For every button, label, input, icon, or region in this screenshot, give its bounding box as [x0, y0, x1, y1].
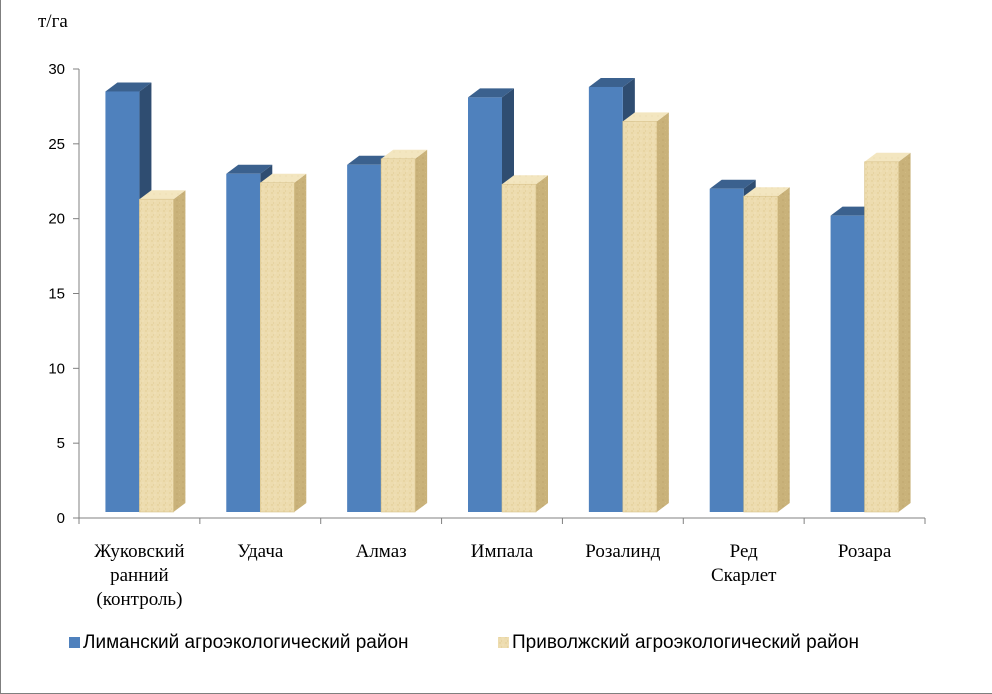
- bar-front-face: [709, 188, 744, 512]
- bar-top-face: [864, 152, 911, 162]
- legend-label: Лиманский агроэкологический район: [83, 632, 409, 653]
- x-category-label: Удача: [237, 541, 284, 562]
- bar: [259, 173, 307, 513]
- x-category-label-line: Ред: [730, 541, 758, 562]
- legend-item: Лиманский агроэкологический район: [69, 632, 409, 653]
- x-category-label: Розалинд: [585, 541, 661, 562]
- legend-item: Приволжский агроэкологический район: [498, 632, 859, 653]
- bar-front-face: [105, 91, 140, 512]
- bar-outline: [864, 161, 899, 513]
- x-category-label-line: Жуковский: [94, 541, 184, 562]
- bar-top-face: [743, 187, 790, 197]
- bar-top-face: [622, 112, 669, 122]
- bar-front-face: [864, 161, 899, 512]
- x-category-label: Розара: [838, 541, 892, 562]
- y-tick-label: 20: [48, 211, 65, 228]
- bar-side-face: [536, 175, 548, 512]
- bar-front-face: [381, 158, 416, 513]
- y-axis-unit-label: т/га: [38, 11, 68, 32]
- x-category-label-line: Импала: [471, 541, 534, 562]
- bar-front-face: [468, 97, 502, 512]
- bar-side-face: [656, 112, 669, 512]
- bar-front-face: [743, 196, 778, 512]
- bar-top-face: [502, 175, 548, 185]
- bar-front-face: [139, 199, 174, 512]
- legend-label: Приволжский агроэкологический район: [512, 632, 859, 653]
- y-tick-label: 0: [57, 510, 65, 527]
- x-category-label-line: Алмаз: [356, 541, 407, 562]
- bar-side-face: [777, 187, 790, 512]
- bar-front-face: [588, 86, 623, 513]
- x-category-label: Жуковский ранний (контроль): [94, 541, 184, 610]
- y-tick-label: 25: [48, 136, 65, 153]
- bars: [105, 77, 911, 513]
- x-category-label-line: Удача: [237, 541, 284, 562]
- category-labels: Жуковский ранний (контроль) Удача Алмаз Импал…: [94, 541, 892, 610]
- bar: [139, 190, 186, 513]
- bar-front-face: [260, 182, 295, 512]
- bar-top-face: [139, 190, 186, 200]
- y-tick-label: 10: [48, 360, 65, 377]
- bar-side-face: [294, 173, 307, 512]
- bar-outline: [743, 195, 779, 513]
- bar: [380, 149, 428, 513]
- bar-outline: [501, 183, 537, 513]
- legend: Лиманский агроэкологический район Приволж…: [69, 632, 859, 653]
- bar-side-face: [415, 149, 428, 513]
- bar-outline: [259, 182, 295, 513]
- bar-outline: [139, 198, 174, 513]
- x-category-label: Ред Скарлет: [711, 541, 777, 586]
- bar-front-face: [502, 184, 536, 512]
- x-category-label-line: (контроль): [96, 589, 182, 610]
- bar-front-face: [830, 215, 865, 512]
- bar: [622, 112, 669, 513]
- bar-top-face: [105, 82, 152, 92]
- bar-top-face: [381, 149, 428, 159]
- x-category-label: Импала: [471, 541, 534, 562]
- bar-top-face: [226, 164, 273, 174]
- bar: [864, 152, 911, 513]
- bar-front-face: [622, 121, 657, 512]
- bar: [743, 187, 790, 513]
- x-category-label-line: ранний: [110, 565, 169, 586]
- bar-top-face: [468, 88, 514, 98]
- bar-top-face: [260, 173, 307, 183]
- bar-outline: [622, 121, 658, 513]
- bar-top-face: [709, 179, 756, 189]
- legend-swatch: [498, 637, 509, 648]
- bar: [501, 175, 548, 513]
- x-category-label-line: Скарлет: [711, 565, 777, 586]
- bar-front-face: [226, 173, 261, 512]
- bar-front-face: [347, 164, 382, 512]
- y-tick-label: 30: [48, 61, 65, 78]
- x-category-label-line: Розара: [838, 541, 892, 562]
- bar-outline: [380, 158, 416, 513]
- x-category-label: Алмаз: [356, 541, 407, 562]
- bar-side-face: [898, 152, 911, 512]
- x-category-label-line: Розалинд: [585, 541, 661, 562]
- y-tick-label: 15: [48, 286, 65, 303]
- legend-swatch: [69, 637, 80, 648]
- y-tick-label: 5: [57, 435, 65, 452]
- axes: 0 5 10 15 20 25 30: [48, 61, 926, 527]
- bar-top-face: [588, 77, 635, 87]
- bar-side-face: [173, 190, 186, 512]
